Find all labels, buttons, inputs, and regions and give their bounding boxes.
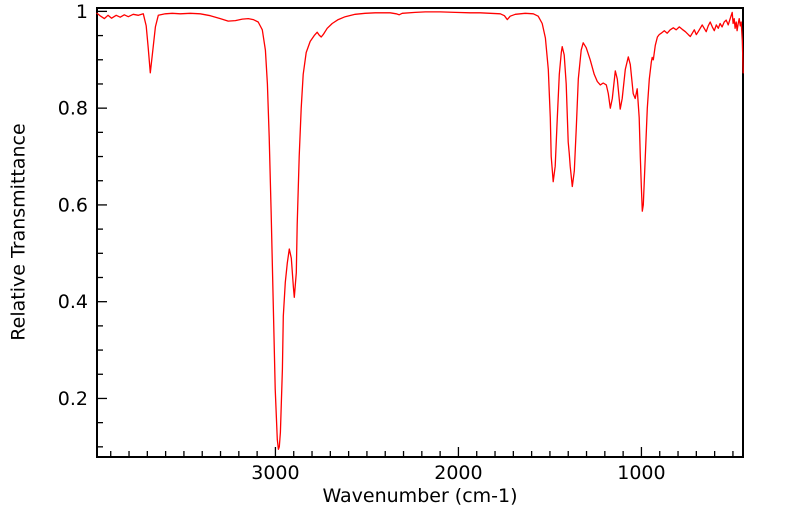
y-tick-label: 0.2 <box>58 388 88 410</box>
y-tick-label: 0.4 <box>58 291 88 313</box>
y-tick-label: 1 <box>76 1 88 23</box>
plot-border <box>96 7 744 458</box>
y-axis-label: Relative Transmittance <box>7 123 30 341</box>
x-tick-label: 1000 <box>617 462 665 484</box>
spectrum-curve <box>96 11 744 450</box>
y-tick-label: 0.8 <box>58 98 88 120</box>
y-tick-label: 0.6 <box>58 194 88 216</box>
x-tick-label: 3000 <box>251 462 299 484</box>
x-tick-label: 2000 <box>434 462 482 484</box>
x-axis-label: Wavenumber (cm-1) <box>322 485 518 507</box>
